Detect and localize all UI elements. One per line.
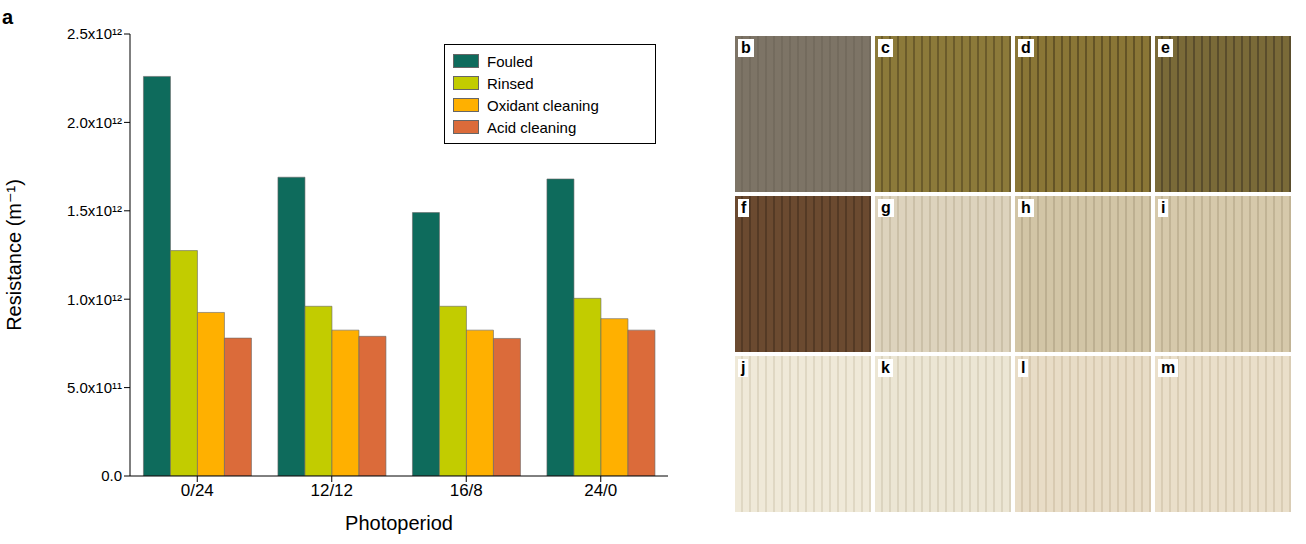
svg-text:1.0x10¹²: 1.0x10¹² xyxy=(67,291,122,308)
html-text:Fouled: Fouled xyxy=(487,52,533,70)
svg-text:0/24: 0/24 xyxy=(181,481,214,500)
html-text:m: m xyxy=(1161,359,1176,376)
svg-text:0.0: 0.0 xyxy=(101,467,122,484)
svg-text:Photoperiod: Photoperiod xyxy=(345,512,453,534)
html-text:Acid cleaning: Acid cleaning xyxy=(487,118,577,136)
svg-text:2.5x10¹²: 2.5x10¹² xyxy=(67,25,122,42)
html-text:j: j xyxy=(741,359,746,376)
svg-text:24/0: 24/0 xyxy=(584,481,617,500)
svg-text:2.0x10¹²: 2.0x10¹² xyxy=(67,114,122,131)
svg-text:Resistance (m⁻¹): Resistance (m⁻¹) xyxy=(3,179,25,331)
svg-text:1.5x10¹²: 1.5x10¹² xyxy=(67,202,122,219)
html-text:l: l xyxy=(1021,359,1026,376)
svg-text:5.0x10¹¹: 5.0x10¹¹ xyxy=(67,379,122,396)
html-text:k: k xyxy=(881,359,890,376)
html-text:g: g xyxy=(881,199,891,216)
html-text:c: c xyxy=(881,39,890,56)
html-text:e: e xyxy=(1161,39,1170,56)
html-text:h: h xyxy=(1021,199,1031,216)
html-text:a: a xyxy=(2,6,14,28)
html-text:i: i xyxy=(1161,199,1166,216)
html-text:f: f xyxy=(741,199,747,216)
html-text:Rinsed: Rinsed xyxy=(487,74,534,92)
html-text:d: d xyxy=(1021,39,1031,56)
svg-text:16/8: 16/8 xyxy=(450,481,483,500)
svg-text:12/12: 12/12 xyxy=(310,481,353,500)
html-text:Oxidant cleaning: Oxidant cleaning xyxy=(487,96,599,114)
html-text:b: b xyxy=(741,39,751,56)
